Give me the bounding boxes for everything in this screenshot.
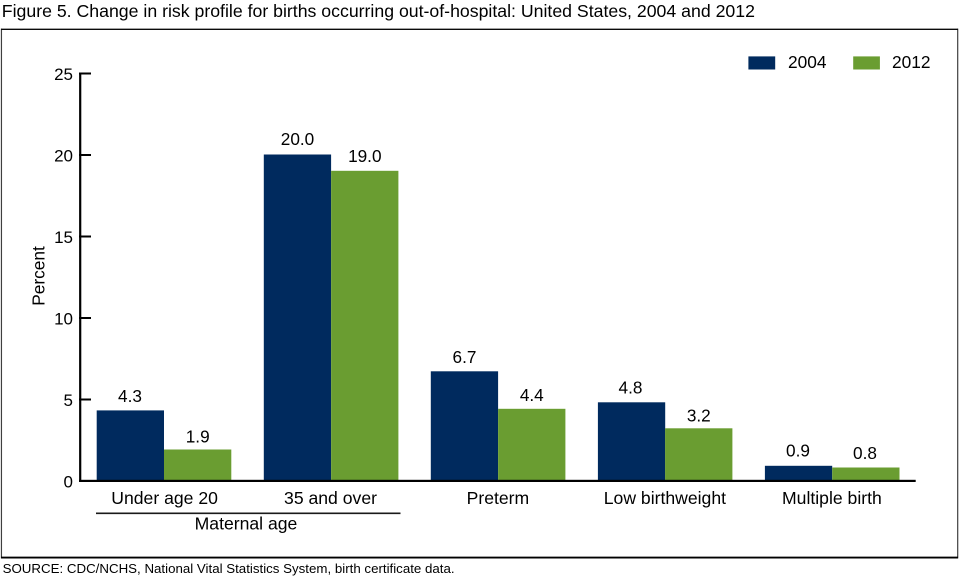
svg-text:Percent: Percent [29,246,49,306]
svg-text:Low birthweight: Low birthweight [604,488,726,508]
svg-text:4.8: 4.8 [619,377,643,397]
svg-text:1.9: 1.9 [186,427,210,447]
svg-text:6.7: 6.7 [453,347,477,367]
svg-text:4.3: 4.3 [118,386,142,406]
svg-text:0.8: 0.8 [853,443,877,463]
svg-text:2012: 2012 [892,52,930,72]
svg-text:20: 20 [54,147,73,166]
svg-text:3.2: 3.2 [687,406,711,426]
svg-text:20.0: 20.0 [281,129,314,149]
svg-text:10: 10 [54,310,73,329]
svg-text:0: 0 [64,473,73,492]
svg-text:19.0: 19.0 [348,146,381,166]
svg-text:15: 15 [54,228,73,247]
svg-text:Under age 20: Under age 20 [111,488,218,508]
svg-text:Figure 5. Change in risk profi: Figure 5. Change in risk profile for bir… [2,1,755,21]
svg-text:Preterm: Preterm [467,488,530,508]
svg-text:2004: 2004 [788,52,827,72]
svg-text:0.9: 0.9 [786,440,810,460]
svg-text:5: 5 [64,391,73,410]
svg-text:Maternal age: Maternal age [195,513,298,533]
svg-text:25: 25 [54,65,73,84]
svg-text:Multiple birth: Multiple birth [782,488,882,508]
svg-text:4.4: 4.4 [520,385,544,405]
svg-text:SOURCE: CDC/NCHS, National Vit: SOURCE: CDC/NCHS, National Vital Statist… [3,561,455,576]
svg-text:35 and over: 35 and over [284,488,377,508]
